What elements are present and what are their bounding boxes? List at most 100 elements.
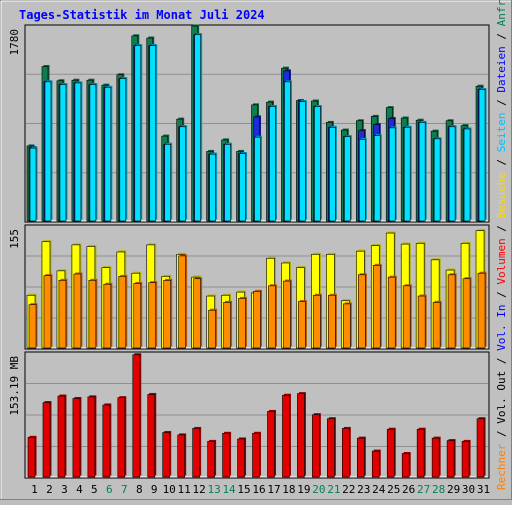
day-label: 12 [193,483,206,496]
sites-bar [28,304,37,349]
day-label: 23 [357,483,370,496]
sites-bar [298,301,306,349]
volume-bar [446,440,455,478]
sites-bar [283,280,291,349]
day-label: 9 [151,483,158,496]
legend-entry: Volumen [495,238,508,284]
y-axis-labels: 1780 155 153.19 MB [8,29,21,416]
legend-entry: / [495,93,508,113]
day-label: 14 [222,483,236,496]
pages-bar [29,147,37,222]
sites-bar [118,276,127,349]
pages-bar [344,136,351,222]
day-label: 20 [312,483,325,496]
volume-bar [222,432,230,478]
sites-bar [103,283,112,349]
sites-bar [178,255,186,349]
volume-bar [252,432,260,478]
day-label: 3 [61,483,68,496]
day-label: 27 [417,483,430,496]
day-label: 4 [76,483,83,496]
volume-bar [297,393,305,478]
pages-bar [74,82,82,222]
sites-bar [372,265,381,349]
day-label: 31 [477,483,490,496]
sites-bar [313,294,321,349]
legend-entry: Anfragen [495,0,508,26]
pages-bar [209,153,216,222]
day-label: 25 [387,483,400,496]
x-axis-labels: 1 2 3 4 5 6 7 8 9 10 11 12 13 14 15 16 17 18 19 20 21 22 23 24 2… [31,483,490,496]
sites-bar [268,285,276,349]
volume-bar [72,398,81,478]
pages-bar [254,136,261,222]
pages-bar [284,81,291,222]
volume-bar [386,428,395,478]
volume-bar [162,432,171,478]
volume-bar [371,450,380,478]
legend-entry: Dateien [495,46,508,92]
volume-bar [416,428,425,478]
volume-bar [327,418,335,478]
day-label: 19 [297,483,310,496]
sites-bar [402,285,411,349]
day-label: 15 [237,483,250,496]
legend-entry: Rechner [495,443,508,490]
sites-bar [387,276,396,349]
sites-bar [133,283,142,349]
day-label: 17 [267,483,280,496]
sites-bar [148,282,157,349]
day-label: 28 [432,483,445,496]
legend-entry: Seiten [495,112,508,152]
volume-bar [192,428,200,478]
volume-panel-ymax-label: 153.19 MB [8,356,21,416]
volume-bar [461,441,470,478]
volume-bar [431,437,440,478]
day-label: 13 [207,483,220,496]
pages-bar [388,127,396,222]
day-label: 2 [46,483,53,496]
volume-bar [207,441,215,478]
pages-bar [329,127,336,222]
pages-bar [299,101,306,222]
sites-bar [447,274,456,349]
day-label: 11 [178,483,191,496]
pages-bar [164,144,172,222]
day-label: 26 [402,483,415,496]
pages-bar [433,138,441,222]
volume-bar [132,354,141,478]
sites-bar [73,273,82,349]
sites-bar [88,280,97,349]
volume-bar [237,438,245,478]
day-label: 22 [342,483,355,496]
chart-title: Tages-Statistik im Monat Juli 2024 [19,8,265,22]
bars [26,24,487,478]
pages-bar [314,106,321,222]
volume-bar [282,394,290,478]
pages-bar [149,45,157,222]
pages-bar [44,81,52,222]
legend-entry: / [495,152,508,172]
pages-bar [224,144,231,222]
day-label: 24 [372,483,386,496]
pages-bar [373,135,381,222]
pages-bar [403,127,411,222]
pages-bar [59,84,67,222]
requests-panel-ymax-label: 1780 [8,29,21,56]
volume-bar [27,437,36,478]
pages-bar [119,78,127,222]
sites-bar [163,280,172,349]
volume-bar [102,404,111,478]
pages-bar [358,139,366,222]
volume-bar [42,402,51,478]
day-label: 8 [136,483,143,496]
legend-entry: Besuche [495,172,508,218]
day-label: 29 [447,483,460,496]
sites-bar [58,280,67,349]
sites-bar [208,309,216,349]
volume-bar [356,437,365,478]
sites-bar [328,294,336,349]
volume-bar [312,414,320,478]
legend-entry: / [495,26,508,46]
